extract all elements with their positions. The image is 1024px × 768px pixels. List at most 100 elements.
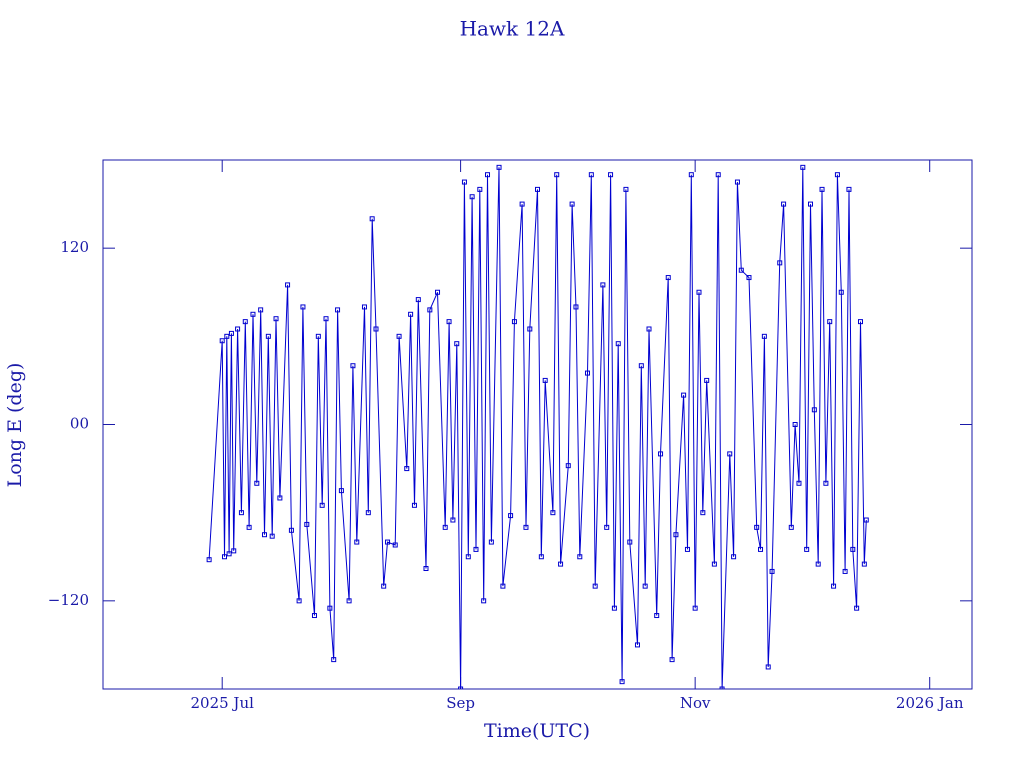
data-point	[450, 517, 456, 523]
data-point	[369, 216, 375, 222]
data-point	[734, 179, 740, 185]
data-point	[808, 201, 814, 207]
data-point	[704, 377, 710, 383]
data-point	[261, 532, 267, 538]
data-point	[727, 451, 733, 457]
data-point	[600, 282, 606, 288]
data-point	[222, 554, 228, 560]
data-point	[519, 201, 525, 207]
data-point	[761, 333, 767, 339]
data-point	[508, 513, 514, 519]
data-point	[473, 546, 479, 552]
data-point	[573, 304, 579, 310]
data-point	[850, 546, 856, 552]
data-point	[684, 546, 690, 552]
data-point	[696, 289, 702, 295]
plot-frame	[102, 159, 973, 690]
data-point	[746, 275, 752, 281]
data-point	[231, 548, 237, 554]
x-tick-label: Sep	[446, 694, 475, 712]
data-point	[288, 527, 294, 533]
data-point	[842, 568, 848, 574]
data-point	[815, 561, 821, 567]
data-point	[454, 341, 460, 347]
data-point	[788, 524, 794, 530]
data-point	[265, 333, 271, 339]
data-point	[258, 307, 264, 313]
data-point	[823, 480, 829, 486]
data-point	[550, 510, 556, 516]
data-point	[604, 524, 610, 530]
data-point	[592, 583, 598, 589]
data-point	[542, 377, 548, 383]
data-point	[477, 186, 483, 192]
data-point	[792, 422, 798, 427]
data-point	[485, 172, 491, 178]
data-point	[404, 466, 410, 472]
data-point	[800, 164, 806, 170]
data-point	[242, 319, 248, 325]
data-point	[488, 539, 494, 545]
data-point	[224, 333, 230, 339]
y-axis-title: Long E (deg)	[4, 363, 26, 488]
data-point	[665, 275, 671, 281]
data-point	[269, 533, 275, 539]
data-point	[588, 172, 594, 178]
data-point	[396, 333, 402, 339]
data-point	[408, 311, 414, 317]
data-point	[273, 316, 279, 322]
data-point	[335, 307, 341, 313]
data-point	[538, 554, 544, 560]
data-point	[535, 186, 540, 192]
series-line	[208, 167, 867, 689]
data-point	[373, 326, 379, 332]
y-tick-label: 120	[60, 238, 89, 256]
data-point	[608, 172, 614, 178]
data-point	[700, 510, 706, 516]
data-point	[206, 557, 212, 563]
data-point	[569, 201, 575, 207]
data-point	[446, 319, 452, 325]
data-point	[857, 319, 863, 325]
chart-title: Hawk 12A	[460, 17, 565, 41]
data-point	[469, 194, 475, 200]
data-point	[819, 186, 825, 192]
y-tick-label: 00	[70, 415, 89, 433]
data-point	[311, 613, 317, 619]
data-point	[634, 642, 640, 648]
data-point	[765, 664, 771, 670]
data-point	[527, 326, 533, 332]
data-point	[796, 480, 802, 486]
data-point	[846, 186, 852, 192]
data-point	[392, 542, 398, 548]
data-point	[854, 605, 860, 611]
data-point	[500, 583, 506, 589]
data-point	[331, 657, 337, 663]
data-point	[361, 304, 367, 310]
data-point	[465, 554, 471, 560]
data-point	[731, 554, 737, 560]
data-point	[319, 502, 325, 508]
data-point	[754, 524, 760, 530]
data-point	[523, 524, 529, 530]
data-point	[496, 164, 502, 170]
data-point	[435, 289, 441, 295]
data-point	[461, 179, 467, 185]
data-point	[838, 289, 844, 295]
data-point	[688, 172, 694, 178]
data-point	[296, 598, 302, 604]
data-point	[226, 551, 232, 557]
x-tick-label: Nov	[680, 694, 711, 712]
x-axis-title: Time(UTC)	[484, 720, 590, 742]
data-point	[831, 583, 837, 589]
data-point	[584, 370, 590, 376]
x-tick-label: 2026 Jan	[896, 694, 964, 712]
data-point	[350, 363, 356, 369]
data-point	[781, 201, 787, 207]
data-point	[458, 686, 464, 689]
data-point	[619, 679, 625, 685]
data-point	[219, 338, 225, 344]
data-point	[642, 583, 648, 589]
data-point	[611, 605, 617, 611]
